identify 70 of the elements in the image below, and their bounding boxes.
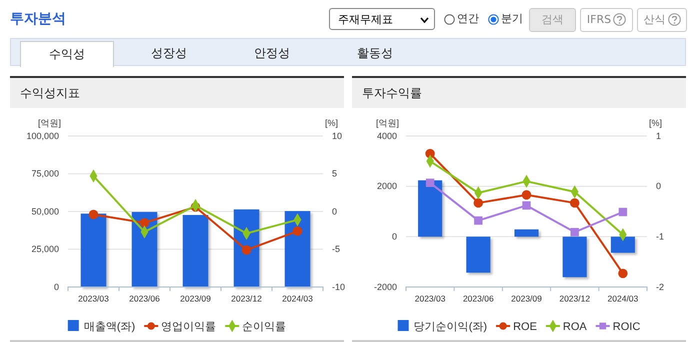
text: 산식 bbox=[644, 13, 666, 26]
point bbox=[474, 216, 482, 225]
legend-label: ROE bbox=[513, 321, 537, 333]
y2-tick-label: 10 bbox=[332, 130, 342, 141]
point bbox=[426, 178, 434, 187]
text: 활동성 bbox=[356, 45, 394, 62]
y2-tick-label: -2 bbox=[656, 282, 664, 292]
bar bbox=[610, 236, 635, 253]
x-tick-label: 2024/03 bbox=[282, 294, 314, 304]
y-tick-label: 4000 bbox=[376, 130, 397, 141]
y2-tick-label: 0 bbox=[332, 206, 338, 216]
point bbox=[88, 210, 98, 220]
text: 안정성 bbox=[253, 45, 291, 62]
point bbox=[570, 228, 579, 236]
legend-label: ROIC bbox=[612, 321, 640, 333]
text: 투자분석 bbox=[10, 10, 66, 28]
point bbox=[474, 198, 484, 208]
y-tick-label: 50,000 bbox=[31, 206, 59, 216]
legend-label: 영업이익률 bbox=[161, 321, 216, 333]
dropdown[interactable]: 주재무제표 bbox=[329, 8, 435, 30]
point bbox=[618, 268, 628, 278]
x-tick-label: 2023/09 bbox=[511, 294, 542, 304]
y2-tick-label: 1 bbox=[656, 130, 662, 141]
y-tick-label: 75,000 bbox=[31, 168, 59, 179]
y-tick-label: 100,000 bbox=[26, 130, 59, 141]
point bbox=[292, 226, 302, 236]
point bbox=[522, 201, 531, 210]
bar bbox=[514, 229, 539, 237]
bar bbox=[466, 236, 490, 273]
legend-label: 당기순이익(좌) bbox=[414, 321, 488, 333]
x-tick-label: 2023/06 bbox=[462, 294, 494, 304]
text: IFRS bbox=[586, 13, 612, 26]
y-tick-label: 0 bbox=[392, 232, 397, 242]
point bbox=[570, 198, 580, 208]
y-axis-title: [억원] bbox=[38, 118, 62, 128]
chart-title: 투자수익률 bbox=[352, 78, 686, 108]
bar bbox=[562, 236, 587, 278]
y-tick-label: 0 bbox=[54, 282, 59, 292]
y2-tick-label: -10 bbox=[332, 282, 346, 292]
legend-label: ROA bbox=[562, 321, 588, 333]
text: 성장성 bbox=[150, 45, 188, 62]
y2-axis-title: [%] bbox=[649, 118, 662, 128]
y2-tick-label: 0 bbox=[656, 181, 662, 192]
y-tick-label: 2000 bbox=[376, 181, 397, 192]
y-tick-label: -2000 bbox=[374, 282, 397, 292]
point bbox=[618, 208, 628, 216]
x-tick-label: 2023/06 bbox=[129, 294, 160, 304]
y2-tick-label: -1 bbox=[656, 232, 664, 242]
x-tick-label: 2023/12 bbox=[559, 294, 590, 304]
y2-axis-title: [%] bbox=[325, 118, 338, 128]
legend-label: 매출액(좌) bbox=[84, 321, 136, 333]
y2-tick-label: 5 bbox=[332, 168, 338, 179]
text: 분기 bbox=[501, 11, 523, 26]
point bbox=[522, 190, 532, 200]
text: 검색 bbox=[529, 8, 576, 32]
x-tick-label: 2023/03 bbox=[414, 294, 446, 304]
point bbox=[242, 245, 252, 255]
x-tick-label: 2023/12 bbox=[231, 294, 262, 304]
text: 연간 bbox=[457, 11, 479, 26]
y2-tick-label: -5 bbox=[332, 244, 340, 254]
x-tick-label: 2023/09 bbox=[180, 294, 212, 304]
text: 수익성 bbox=[20, 41, 114, 67]
x-tick-label: 2023/03 bbox=[78, 294, 110, 304]
chart-title: 수익성지표 bbox=[10, 78, 344, 108]
y-tick-label: 25,000 bbox=[31, 244, 59, 254]
bar bbox=[418, 180, 442, 237]
y-axis-title: [억원] bbox=[376, 118, 400, 128]
point bbox=[140, 218, 150, 228]
x-tick-label: 2024/03 bbox=[608, 294, 639, 304]
legend-label: 순이익률 bbox=[242, 321, 286, 333]
